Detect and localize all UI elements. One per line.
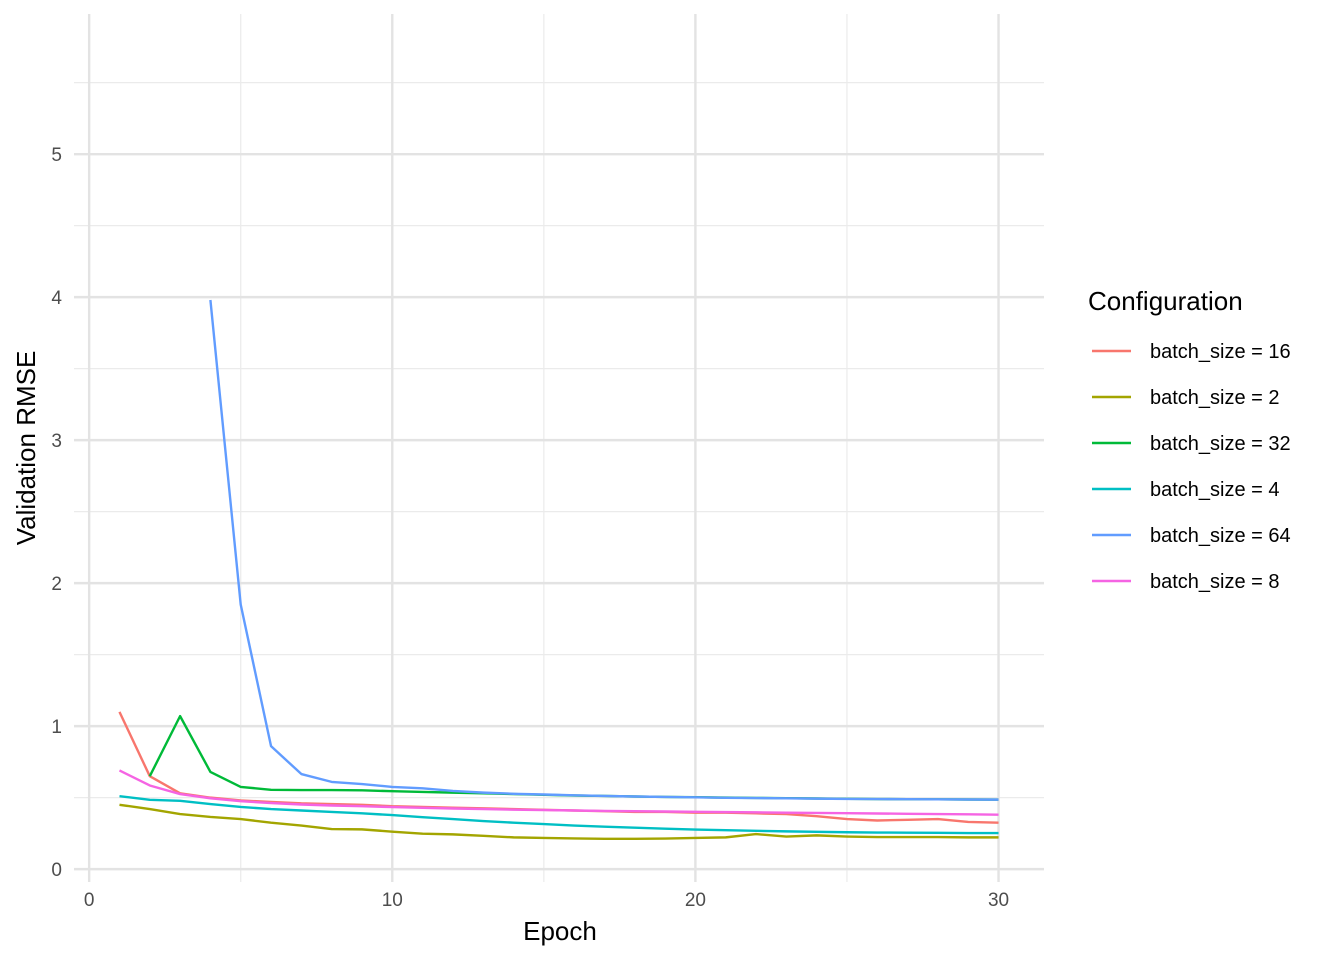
y-tick-label: 5 <box>51 145 62 166</box>
y-tick-label: 2 <box>51 574 62 595</box>
y-tick-label: 0 <box>51 860 62 881</box>
x-axis-tick-labels: 0 10 20 30 <box>84 890 1009 911</box>
x-tick-label: 20 <box>685 890 706 911</box>
series-line <box>118 769 999 816</box>
legend-label: batch_size = 4 <box>1150 479 1280 501</box>
series-lines <box>118 299 999 841</box>
minor-gridlines <box>74 14 1044 882</box>
series-line <box>119 803 999 841</box>
x-tick-label: 10 <box>382 890 403 911</box>
x-tick-label: 30 <box>988 890 1009 911</box>
major-gridlines <box>74 14 1044 882</box>
legend-label: batch_size = 8 <box>1150 571 1280 593</box>
legend-label: batch_size = 16 <box>1150 341 1291 363</box>
series-line <box>118 711 999 824</box>
series-line <box>148 714 999 801</box>
x-axis-title: Epoch <box>523 916 597 946</box>
y-tick-label: 4 <box>51 288 62 309</box>
y-axis-tick-labels: 0 1 2 3 4 5 <box>51 145 62 881</box>
legend-label: batch_size = 64 <box>1150 525 1291 547</box>
y-tick-label: 3 <box>51 431 62 452</box>
legend-label: batch_size = 32 <box>1150 433 1291 455</box>
x-tick-label: 0 <box>84 890 95 911</box>
legend-title: Configuration <box>1088 286 1243 316</box>
legend: Configuration batch_size = 16batch_size … <box>1088 286 1291 593</box>
series-line <box>209 299 999 801</box>
y-tick-label: 1 <box>51 717 62 738</box>
legend-items: batch_size = 16 batch_size = 2 batch_size … <box>1092 341 1291 593</box>
legend-label: batch_size = 2 <box>1150 387 1280 409</box>
series-line <box>119 795 999 835</box>
y-axis-title: Validation RMSE <box>11 351 41 546</box>
